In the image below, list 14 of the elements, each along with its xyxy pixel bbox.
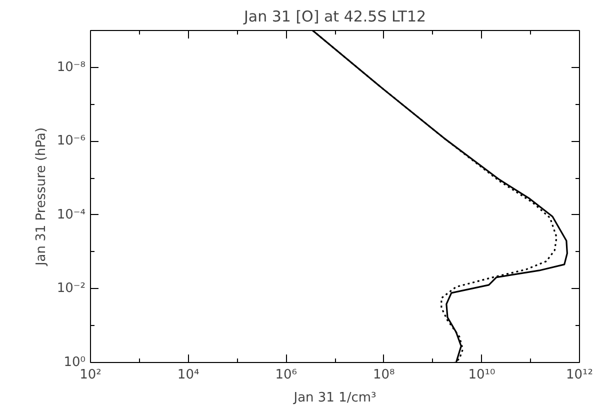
y-tick-label: 10⁻⁸ <box>56 60 86 75</box>
y-tick-label: 10⁻⁴ <box>56 207 86 222</box>
chart-title: Jan 31 [O] at 42.5S LT12 <box>242 8 426 26</box>
y-tick-label: 10⁻² <box>56 281 86 296</box>
x-tick-label: 10² <box>80 368 102 382</box>
x-tick-label: 10⁸ <box>373 368 395 382</box>
x-tick-label: 10⁴ <box>177 368 200 382</box>
x-tick-label: 10¹² <box>566 368 593 382</box>
y-axis-title: Jan 31 Pressure (hPa) <box>34 127 49 267</box>
x-axis-title: Jan 31 1/cm³ <box>292 390 376 406</box>
x-tick-label: 10¹⁰ <box>468 368 496 382</box>
y-tick-label: 10⁻⁶ <box>56 134 86 149</box>
x-tick-label: 10⁶ <box>275 368 297 382</box>
y-tick-label: 10⁰ <box>64 355 86 370</box>
